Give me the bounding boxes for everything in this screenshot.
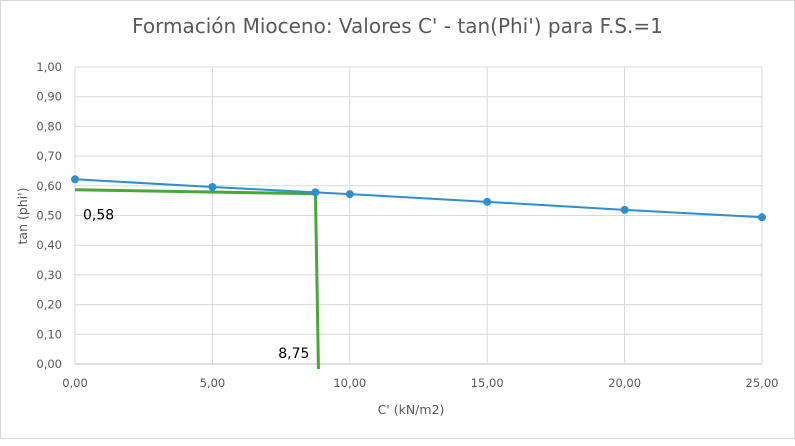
gridlines [74, 66, 763, 365]
y-axis-title: tan (phi') [15, 188, 30, 245]
y-tick-label: 0,20 [36, 298, 62, 312]
data-point [208, 182, 217, 191]
annotation-horizontal-line [74, 188, 317, 196]
y-tick-label: 0,10 [36, 327, 62, 341]
y-tick-label: 0,70 [36, 149, 62, 163]
x-tick-label: 10,00 [333, 376, 366, 390]
x-tick-label: 20,00 [608, 376, 641, 390]
x-axis-title: C' (kN/m2) [378, 402, 445, 417]
data-point [71, 175, 79, 184]
x-tick-label: 5,00 [200, 376, 226, 390]
annotation-label-x: 8,75 [278, 346, 309, 362]
data-point [620, 205, 629, 214]
y-tick-label: 1,00 [36, 60, 62, 74]
annotation-vertical-line [313, 193, 320, 370]
data-point [483, 197, 492, 206]
series [71, 175, 766, 222]
chart-title: Formación Mioceno: Valores C' - tan(Phi'… [132, 14, 663, 38]
data-point [758, 213, 766, 222]
y-tick-label: 0,90 [36, 90, 62, 104]
y-tick-label: 0,40 [36, 238, 62, 252]
y-tick-label: 0,30 [36, 268, 62, 282]
annotation-label-y: 0,58 [83, 208, 114, 224]
y-tick-label: 0,60 [36, 179, 62, 193]
data-point [311, 188, 320, 197]
annotations: 0,58 8,75 [74, 188, 320, 370]
x-tick-label: 15,00 [471, 376, 504, 390]
y-tick-labels: 0,00 0,10 0,20 0,30 0,40 0,50 0,60 0,70 0,80 0,90… [36, 60, 62, 371]
x-tick-label: 0,00 [62, 376, 88, 390]
y-tick-label: 0,80 [36, 119, 62, 133]
y-tick-label: 0,50 [36, 209, 62, 223]
x-tick-labels: 0,00 5,00 10,00 15,00 20,00 25,00 [62, 376, 778, 390]
series-line [74, 178, 763, 219]
data-point [345, 190, 354, 199]
x-tick-label: 25,00 [746, 376, 779, 390]
y-tick-label: 0,00 [36, 357, 62, 371]
